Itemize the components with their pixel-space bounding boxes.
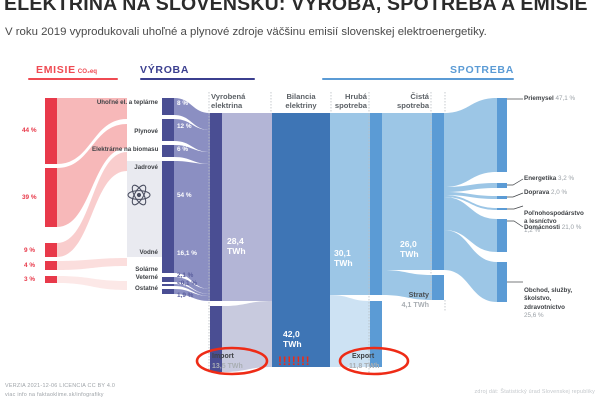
footer-link[interactable]: viac info na faktaoklime.sk/infografiky bbox=[5, 391, 104, 398]
consumer-label-doprava: Doprava 2,0 % bbox=[524, 189, 567, 197]
consumer-pct-polnohospodarstvo: 1,2 % bbox=[524, 226, 541, 234]
emission-pct-uholne: 44 % bbox=[22, 127, 37, 134]
consumer-pct-energetika: 3,2 % bbox=[557, 175, 575, 182]
source-label-plynove: Plynové bbox=[134, 128, 158, 135]
consumer-label-priemysel: Priemysel 47,1 % bbox=[524, 95, 575, 103]
source-label-veterne: Veterné bbox=[135, 274, 158, 281]
consumer-name-doprava: Doprava bbox=[524, 189, 550, 196]
section-label-emisie: EMISIE bbox=[36, 64, 76, 76]
production-node-bars bbox=[162, 98, 174, 294]
value-hruba-spotreba: 30,1 TWh bbox=[334, 248, 353, 268]
value-cista-spotreba: 26,0 TWh bbox=[400, 239, 419, 259]
source-label-biomasa: Elektrárne na biomasu bbox=[92, 146, 159, 153]
column-guides bbox=[208, 92, 446, 374]
page-title: ELEKTRINA NA SLOVENSKU: VÝROBA, SPOTREBA… bbox=[4, 0, 588, 15]
section-rule-spotreba bbox=[322, 78, 514, 81]
net-consumption-flows bbox=[382, 113, 432, 300]
losses-value: 4,1 TWh bbox=[401, 300, 429, 309]
vyrobena-elektrina-node bbox=[210, 113, 222, 372]
emission-node-bars bbox=[45, 98, 57, 283]
section-label-spotreba: SPOTREBA bbox=[450, 64, 514, 76]
production-pct-veterne: <0,1 % bbox=[177, 280, 198, 287]
consumer-name-polnohospodarstvo: Poľnohospodárstvo a lesníctvo bbox=[524, 210, 584, 226]
section-rule-vyroba bbox=[140, 78, 255, 81]
consumption-split-flows bbox=[330, 113, 370, 367]
export-value: 11,8 TWh bbox=[349, 363, 380, 370]
emission-pct-ostatne: 3 % bbox=[24, 276, 36, 283]
import-value: 13,5 TWh bbox=[212, 363, 243, 370]
source-label-uholne: Uhoľné el. a teplárne bbox=[96, 99, 158, 106]
footer-source: zdroj dát: Štatistický úrad Slovenskej r… bbox=[474, 389, 595, 395]
emission-pct-biomasa: 9 % bbox=[24, 247, 36, 254]
consumer-name-energetika: Energetika bbox=[524, 175, 557, 182]
consumer-label-domacnosti: Domácnosti 21,0 % bbox=[524, 224, 581, 232]
consumer-flows bbox=[444, 98, 497, 302]
source-label-ostatne: Ostatné bbox=[134, 285, 158, 292]
value-vyrobena-elektrina: 28,4 TWh bbox=[227, 236, 246, 256]
export-label: Export bbox=[352, 353, 375, 360]
emission-pct-plynove: 39 % bbox=[22, 194, 37, 201]
consumer-pct-domacnosti: 21,0 % bbox=[561, 224, 582, 231]
production-pct-plynove: 12 % bbox=[177, 123, 192, 130]
section-sublabel-co2eq: CO₂eq bbox=[77, 68, 98, 75]
production-flows bbox=[174, 98, 210, 301]
source-label-solarne: Solárne bbox=[135, 266, 158, 273]
consumer-node-bars bbox=[497, 98, 507, 302]
consumer-label-obchod: Obchod, služby, školstvo, zdravotníctvo … bbox=[524, 279, 600, 320]
bilancia-elektriny-node bbox=[272, 113, 330, 367]
consumer-pct-priemysel: 47,1 % bbox=[555, 95, 576, 102]
section-label-vyroba: VÝROBA bbox=[140, 64, 190, 76]
losses-label: Straty bbox=[408, 290, 429, 299]
consumer-name-priemysel: Priemysel bbox=[524, 95, 554, 102]
consumer-name-domacnosti: Domácnosti bbox=[524, 224, 561, 231]
production-pct-ostatne: 1,9 % bbox=[177, 292, 194, 299]
nuclear-backdrop bbox=[127, 161, 162, 257]
value-bilancia-elektriny: 42,0 TWh bbox=[283, 329, 302, 349]
production-pct-uholne: 8 % bbox=[177, 100, 189, 107]
consumer-pct-obchod: 25,6 % bbox=[524, 311, 544, 319]
source-label-jadrove: Jadrové bbox=[134, 164, 158, 171]
consumer-label-energetika: Energetika 3,2 % bbox=[524, 175, 574, 183]
column-header-vyrobena-elektrina: Vyrobená elektrina bbox=[211, 92, 246, 111]
consumer-label-polnohospodarstvo: Poľnohospodárstvo a lesníctvo 1,2 % bbox=[524, 202, 600, 235]
footer-version: VERZIA 2021-12-06 LICENCIA CC BY 4.0 bbox=[5, 383, 116, 389]
consumer-leader-lines bbox=[507, 98, 524, 283]
import-label: Import bbox=[212, 353, 234, 360]
footer-left: VERZIA 2021-12-06 LICENCIA CC BY 4.0 via… bbox=[5, 382, 115, 399]
page-subtitle: V roku 2019 vyprodukovali uhoľné a plyno… bbox=[5, 26, 487, 38]
section-rule-emisie bbox=[28, 78, 118, 81]
annotation-ellipses bbox=[195, 346, 410, 376]
emission-flows bbox=[57, 98, 127, 290]
warning-exclamations: !!!!!!! bbox=[278, 354, 311, 368]
emission-pct-solarne: 4 % bbox=[24, 262, 36, 269]
consumer-name-obchod: Obchod, služby, školstvo, zdravotníctvo bbox=[524, 287, 573, 311]
column-header-bilancia-elektriny: Bilancia elektriny bbox=[285, 92, 317, 111]
production-pct-solarne: 2,1 % bbox=[177, 272, 194, 279]
column-header-hruba-spotreba: Hrubá spotreba bbox=[334, 92, 367, 111]
production-pct-biomasa: 6 % bbox=[177, 146, 189, 153]
source-label-vodne: Vodné bbox=[139, 249, 158, 256]
production-pct-vodne: 16,1 % bbox=[177, 250, 197, 257]
consumer-pct-doprava: 2,0 % bbox=[550, 189, 568, 196]
atom-icon bbox=[127, 184, 151, 206]
cista-spotreba-node bbox=[432, 113, 444, 300]
hruba-spotreba-node bbox=[370, 113, 382, 367]
column-header-cista-spotreba: Čistá spotreba bbox=[397, 92, 430, 111]
production-pct-jadrove: 54 % bbox=[177, 192, 192, 199]
